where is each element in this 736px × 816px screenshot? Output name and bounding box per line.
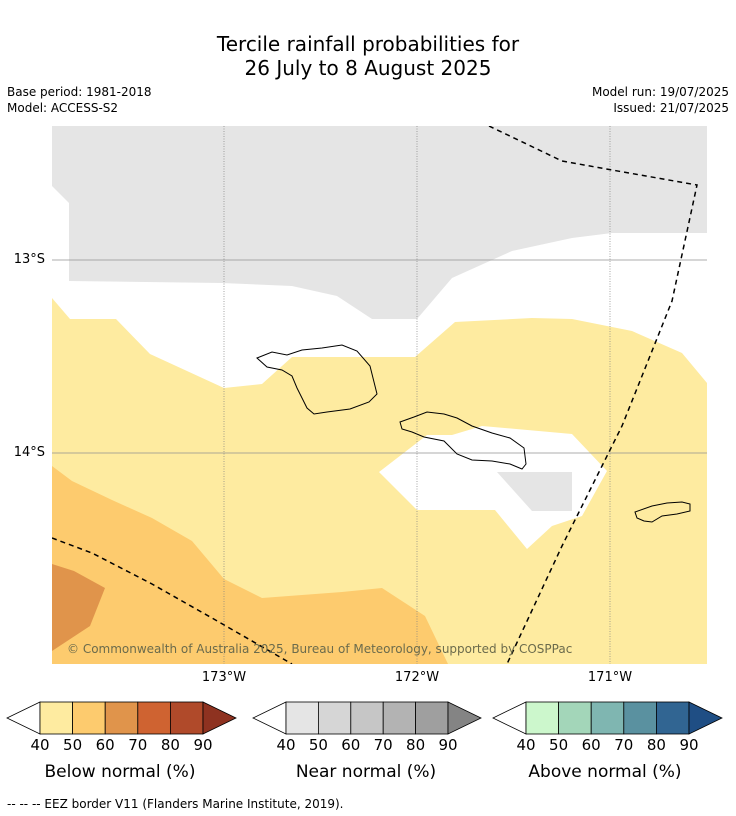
savaii-island-coast — [256, 344, 378, 415]
lon-label-172w: 172°W — [394, 670, 440, 685]
below-colorbar-segment — [137, 701, 171, 735]
latitude-lines — [52, 259, 707, 454]
upolu-island-coast — [399, 411, 527, 470]
copyright-notice: © Commonwealth of Australia 2025, Bureau… — [67, 642, 573, 656]
near-colorbar-tick: 90 — [438, 736, 458, 754]
below-colorbar-segment — [39, 701, 73, 735]
above-colorbar-segment — [623, 701, 657, 735]
probability-map — [52, 126, 707, 664]
eez-footnote: -- -- -- EEZ border V11 (Flanders Marine… — [7, 797, 344, 811]
near-colorbar-tick: 80 — [406, 736, 426, 754]
below-colorbar-segment — [169, 701, 204, 735]
issued-date: Issued: 21/07/2025 — [613, 101, 729, 115]
near-colorbar-segment — [285, 701, 319, 735]
above-colorbar-tick: 70 — [614, 736, 634, 754]
near-colorbar-tick: 70 — [373, 736, 393, 754]
near-normal-inner — [417, 472, 572, 511]
map-title-line2: 26 July to 8 August 2025 — [244, 56, 492, 80]
below-normal-60-70-region — [52, 564, 105, 651]
above-colorbar-tick: 90 — [679, 736, 699, 754]
colorbars — [6, 701, 723, 735]
above-colorbar-tick: 40 — [516, 736, 536, 754]
below-normal-colorbar — [6, 701, 237, 735]
model-run: Model run: 19/07/2025 — [591, 85, 729, 99]
below-colorbar-tick: 50 — [63, 736, 83, 754]
near-colorbar-tick: 60 — [341, 736, 361, 754]
near-colorbar-under-arrow — [252, 701, 287, 735]
base-period: Base period: 1981-2018 — [7, 85, 152, 99]
below-colorbar-tick: 80 — [160, 736, 180, 754]
above-colorbar-under-arrow — [492, 701, 527, 735]
above-colorbar-segment — [558, 701, 592, 735]
lon-label-173w: 173°W — [201, 670, 247, 685]
above-colorbar-tick: 50 — [549, 736, 569, 754]
below-colorbar-tick: 40 — [30, 736, 50, 754]
model-name: Model: ACCESS-S2 — [7, 101, 119, 115]
lon-label-171w: 171°W — [587, 670, 633, 685]
below-colorbar-over-arrow — [202, 701, 237, 735]
above-colorbar-tick: 80 — [646, 736, 666, 754]
near-colorbar-segment — [415, 701, 449, 735]
below-normal-label: Below normal (%) — [44, 762, 196, 782]
below-colorbar-segment — [72, 701, 106, 735]
near-normal-region — [52, 126, 707, 319]
near-colorbar-segment — [382, 701, 417, 735]
lat-label-13s: 13°S — [13, 252, 45, 267]
above-normal-colorbar — [492, 701, 723, 735]
graticule — [223, 126, 611, 664]
above-normal-label: Above normal (%) — [528, 762, 682, 782]
above-colorbar-over-arrow — [688, 701, 723, 735]
near-colorbar-segment — [317, 701, 352, 735]
near-normal-colorbar — [252, 701, 482, 735]
near-normal-label: Near normal (%) — [295, 762, 437, 782]
below-colorbar-tick: 90 — [193, 736, 213, 754]
near-colorbar-tick: 50 — [308, 736, 328, 754]
below-colorbar-tick: 70 — [128, 736, 148, 754]
below-colorbar-segment — [104, 701, 139, 735]
american-samoa-coast — [634, 501, 691, 523]
above-colorbar-segment — [525, 701, 559, 735]
above-colorbar-tick: 60 — [581, 736, 601, 754]
above-colorbar-segment — [656, 701, 690, 735]
eez-border — [52, 126, 698, 664]
map-title-line1: Tercile rainfall probabilities for — [216, 32, 520, 56]
near-colorbar-over-arrow — [447, 701, 482, 735]
near-colorbar-tick: 40 — [276, 736, 296, 754]
above-colorbar-segment — [590, 701, 625, 735]
below-colorbar-under-arrow — [6, 701, 41, 735]
lat-label-14s: 14°S — [13, 445, 45, 460]
neutral-hole — [379, 426, 607, 549]
near-colorbar-segment — [350, 701, 384, 735]
below-normal-50-60-region — [52, 466, 448, 664]
below-colorbar-tick: 60 — [95, 736, 115, 754]
